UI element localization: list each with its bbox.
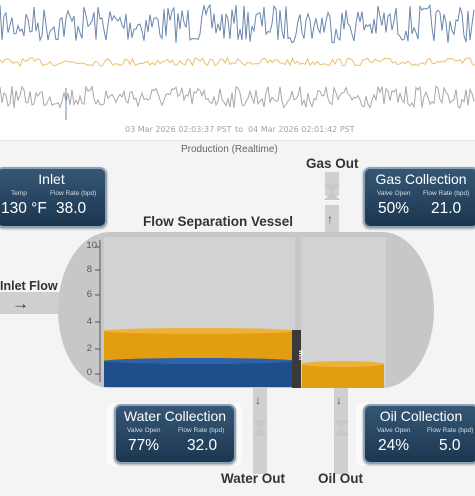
gas-valve[interactable]: [324, 184, 340, 200]
weir-label: Weir: [297, 350, 303, 361]
oil-valve-open-value: 24%: [378, 437, 410, 454]
water-layer: [104, 361, 297, 387]
scale-label-8: 8: [86, 264, 92, 275]
oil-out-label: Oil Out: [318, 471, 363, 486]
water-card-title: Water Collection: [123, 408, 227, 424]
weir: [292, 330, 301, 388]
oil-layer: [104, 331, 297, 361]
scale-label-10: 10: [86, 240, 97, 251]
oil-overflow-layer: [302, 364, 384, 388]
water-valve[interactable]: [252, 420, 268, 436]
gas-collection-card[interactable]: Gas Collection Valve Open Flow Rate (bpd…: [363, 167, 475, 228]
gas-card-title: Gas Collection: [375, 171, 467, 187]
inlet-flow-rate-label: Flow Rate (bpd): [50, 190, 97, 197]
water-valve-open-label: Valve Open: [127, 427, 161, 434]
view-title: Production (Realtime): [181, 144, 278, 155]
water-valve-open-value: 77%: [128, 437, 160, 454]
vessel-title: Flow Separation Vessel: [143, 214, 294, 229]
scale-label-6: 6: [86, 289, 92, 300]
oil-card-title: Oil Collection: [379, 408, 463, 424]
divider: [0, 140, 475, 141]
gas-valve-open-value: 50%: [378, 200, 410, 217]
oil-flow-arrow: ↓: [336, 393, 342, 407]
vessel-oil-chamber: [301, 237, 386, 385]
scale-label-2: 2: [86, 343, 92, 354]
realtime-trend-chart[interactable]: [0, 0, 475, 122]
gas-out-label: Gas Out: [306, 156, 359, 171]
trend-series-middle: [0, 56, 475, 68]
oil-valve-open-label: Valve Open: [377, 427, 411, 434]
time-range-separator: to: [235, 125, 244, 134]
gas-flow-arrow: ↑: [327, 212, 333, 226]
time-range-start: 03 Mar 2026 02:03:37 PST: [125, 125, 232, 134]
level-gauge: [95, 240, 101, 382]
oil-valve[interactable]: [333, 420, 349, 436]
water-flow-value: 32.0: [187, 437, 218, 454]
oil-surface: [104, 328, 296, 334]
oil-overflow-surface: [302, 361, 384, 367]
time-range: 03 Mar 2026 02:03:37 PST to 04 Mar 2026 …: [0, 125, 475, 137]
inlet-temp-label: Temp: [11, 190, 27, 197]
inlet-flow-arrow: →: [12, 294, 29, 313]
inlet-card[interactable]: Inlet Temp Flow Rate (bpd) 130 °F 38.0: [0, 167, 107, 228]
time-range-end: 04 Mar 2026 02:01:42 PST: [248, 125, 355, 134]
oil-flow-rate-label: Flow Rate (bpd): [427, 427, 474, 434]
gas-flow-rate-label: Flow Rate (bpd): [423, 190, 470, 197]
scale-label-0: 0: [86, 367, 92, 378]
scale-label-4: 4: [86, 316, 92, 327]
water-surface: [104, 358, 296, 364]
water-out-label: Water Out: [221, 471, 285, 486]
trend-series-bottom: [0, 84, 475, 109]
inlet-flow-value: 38.0: [56, 200, 87, 217]
inlet-card-title: Inlet: [38, 171, 65, 187]
gas-flow-value: 21.0: [431, 200, 462, 217]
oil-collection-card[interactable]: Oil Collection Valve Open Flow Rate (bpd…: [363, 404, 475, 464]
inlet-flow-label: Inlet Flow: [0, 279, 58, 293]
trend-series-top: [0, 3, 475, 44]
gas-valve-open-label: Valve Open: [377, 190, 411, 197]
water-collection-card[interactable]: Water Collection Valve Open Flow Rate (b…: [114, 404, 236, 464]
water-flow-rate-label: Flow Rate (bpd): [178, 427, 225, 434]
inlet-temp-value: 130 °F: [1, 200, 47, 217]
oil-flow-value: 5.0: [439, 437, 461, 454]
water-flow-arrow: ↓: [255, 393, 261, 407]
gas-pipe: [325, 205, 339, 235]
